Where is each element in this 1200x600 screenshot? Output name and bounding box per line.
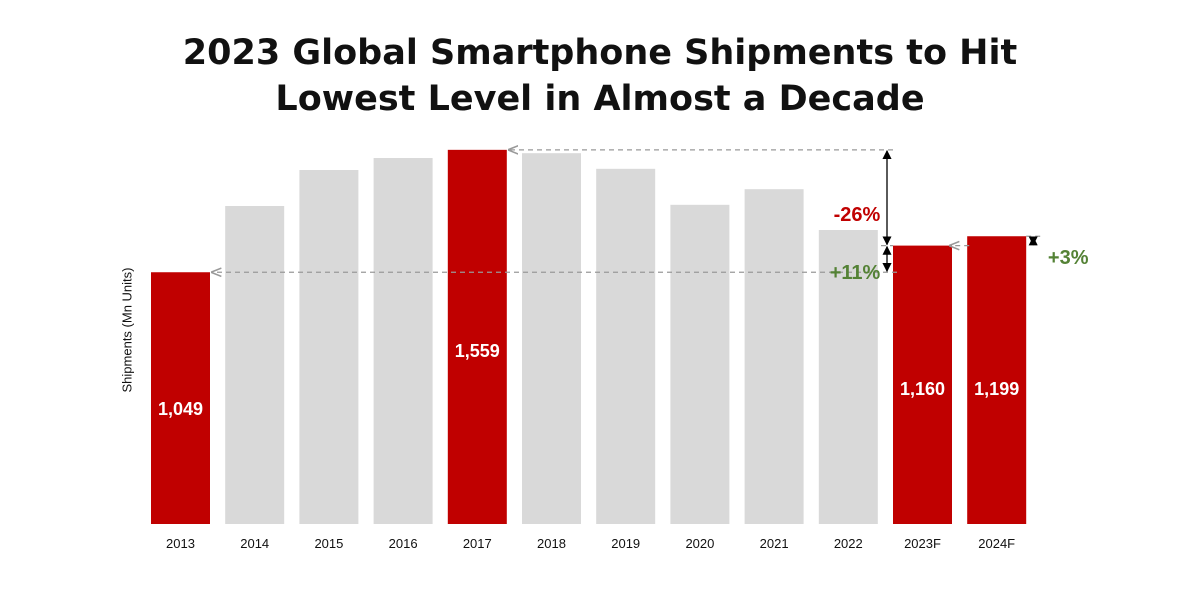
x-tick-2024F: 2024F (978, 536, 1015, 551)
x-tick-2016: 2016 (389, 536, 418, 551)
annotation-plus-11: +11% (830, 262, 881, 284)
bar-2015 (299, 170, 359, 524)
bar-2022 (818, 230, 878, 524)
data-label-2017: 1,559 (455, 341, 500, 361)
bars-group: 1,049 1,559 1,160 1,199 (151, 149, 1027, 525)
x-tick-2014: 2014 (240, 536, 269, 551)
annotation-minus-26: -26% (834, 204, 881, 226)
bar-2014 (225, 206, 285, 524)
x-tick-2015: 2015 (314, 536, 343, 551)
x-tick-2022: 2022 (834, 536, 863, 551)
data-label-2013: 1,049 (158, 399, 203, 419)
bar-2017 (447, 149, 507, 524)
bar-2021 (744, 189, 804, 524)
bar-2024F (967, 236, 1027, 525)
x-tick-2017: 2017 (463, 536, 492, 551)
x-tick-2021: 2021 (760, 536, 789, 551)
x-tick-2023F: 2023F (904, 536, 941, 551)
data-label-2023F: 1,160 (900, 379, 945, 399)
bar-2016 (373, 158, 433, 524)
x-tick-2020: 2020 (685, 536, 714, 551)
connectors-group (212, 150, 1041, 272)
bar-2023F (893, 245, 952, 524)
chart-title-line-2: Lowest Level in Almost a Decade (275, 79, 925, 119)
bar-2018 (522, 153, 581, 524)
data-label-2024F: 1,199 (974, 379, 1019, 399)
x-tick-2019: 2019 (611, 536, 640, 551)
bar-2020 (670, 204, 730, 525)
bar-2013 (151, 272, 210, 524)
annotations-group: -26% +11% +3% (830, 149, 1089, 284)
x-tick-labels: 2013 2014 2015 2016 2017 2018 2019 2020 2021 2022… (166, 536, 1015, 551)
annotation-plus-3: +3% (1048, 247, 1089, 269)
chart-title-line-1: 2023 Global Smartphone Shipments to Hit (182, 33, 1018, 73)
chart-title: 2023 Global Smartphone Shipments to Hit … (0, 30, 1200, 122)
x-tick-2018: 2018 (537, 536, 566, 551)
x-tick-2013: 2013 (166, 536, 195, 551)
bar-2019 (596, 168, 656, 525)
